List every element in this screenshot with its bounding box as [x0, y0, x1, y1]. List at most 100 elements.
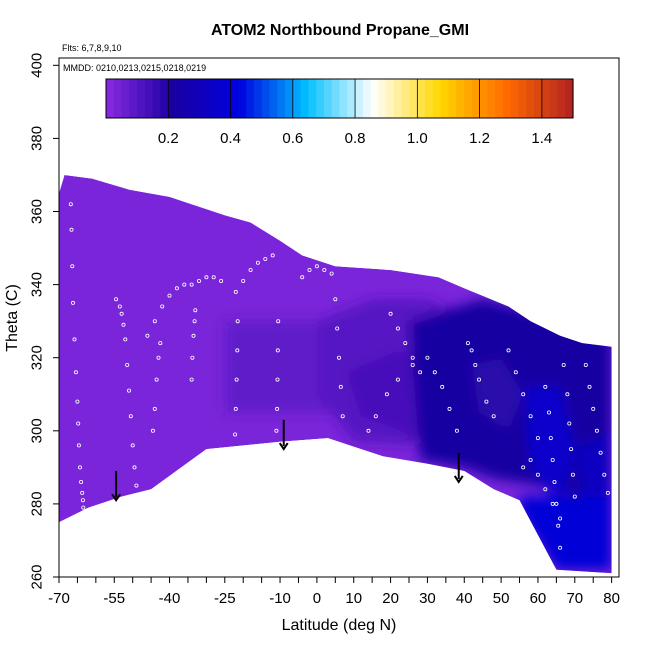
track-point: [114, 297, 119, 302]
track-point: [403, 341, 408, 346]
colorbar-segment: [440, 79, 450, 118]
track-point: [241, 278, 246, 283]
colorbar-segment: [199, 79, 208, 118]
track-point: [558, 545, 563, 550]
track-point: [248, 267, 253, 272]
track-point: [570, 472, 575, 477]
track-point: [550, 501, 555, 506]
x-tick-label: 10: [345, 590, 362, 607]
colorbar: 0.2 0.4 0.6 0.8 1.0 1.2 1.4: [105, 78, 574, 147]
colorbar-segment: [300, 79, 309, 118]
track-point: [174, 286, 179, 291]
colorbar-segment: [518, 79, 527, 118]
track-point: [119, 311, 124, 316]
track-point: [454, 428, 459, 433]
colorbar-segment: [362, 79, 372, 118]
track-point: [189, 377, 194, 382]
track-point: [307, 267, 312, 272]
track-point: [71, 300, 76, 305]
track-point: [506, 348, 511, 353]
track-point: [80, 498, 85, 503]
colorbar-segment: [269, 79, 278, 118]
track-point: [70, 264, 75, 269]
track-point: [548, 436, 553, 441]
x-tick-label: 50: [493, 590, 510, 607]
track-point: [274, 428, 279, 433]
track-point: [204, 275, 209, 280]
track-point: [528, 414, 533, 419]
x-tick-label: 80: [603, 590, 620, 607]
track-point: [167, 293, 172, 298]
track-point: [569, 447, 574, 452]
track-point: [366, 428, 371, 433]
colorbar-segment: [316, 79, 325, 118]
x-tick-label: 40: [456, 590, 473, 607]
track-point: [275, 406, 280, 411]
colorbar-segment: [160, 79, 169, 118]
colorbar-segment: [471, 79, 481, 118]
track-point: [145, 333, 150, 338]
track-point: [395, 377, 400, 382]
field-region: [224, 321, 336, 413]
colorbar-segment: [510, 79, 520, 118]
track-point: [235, 319, 240, 324]
track-point: [583, 362, 588, 367]
x-tick-label: -40: [159, 590, 181, 607]
track-point: [322, 267, 327, 272]
track-point: [591, 406, 596, 411]
colorbar-segment: [331, 79, 341, 118]
track-point: [521, 465, 526, 470]
colorbar-frame: [105, 78, 574, 119]
colorbar-segment: [347, 79, 356, 118]
heatmap-field: [59, 175, 612, 574]
track-point: [554, 501, 559, 506]
colorbar-segment: [534, 79, 543, 118]
colorbar-segment: [285, 79, 294, 118]
track-point: [235, 348, 240, 353]
y-tick-label: 300: [29, 418, 46, 443]
track-point: [535, 436, 540, 441]
track-point: [158, 341, 163, 346]
track-point: [528, 457, 533, 462]
colorbar-segment: [113, 79, 123, 118]
colorbar-segment: [502, 79, 512, 118]
x-tick-label: -70: [48, 590, 70, 607]
colorbar-segment: [378, 79, 387, 118]
colorbar-segment: [432, 79, 442, 118]
track-point: [594, 428, 599, 433]
track-point: [572, 494, 577, 499]
y-tick-label: 400: [29, 53, 46, 78]
track-point: [127, 388, 132, 393]
colorbar-segment: [370, 79, 380, 118]
track-point: [125, 362, 130, 367]
colorbar-segment: [214, 79, 224, 118]
track-point: [598, 450, 603, 455]
track-point: [190, 355, 195, 360]
track-point: [76, 443, 81, 448]
colorbar-segment: [106, 79, 115, 118]
track-point: [191, 333, 196, 338]
track-point: [233, 406, 238, 411]
colorbar-segment: [144, 79, 154, 118]
x-axis: -70 -55 -40 -25 -10 0 10 20 30 40 50 60 70 80: [48, 577, 620, 607]
track-point: [605, 490, 610, 495]
colorbar-tick-label: 0.8: [345, 130, 366, 147]
colorbar-tick-label: 1.4: [531, 130, 552, 147]
track-point: [535, 472, 540, 477]
y-tick-label: 260: [29, 564, 46, 589]
colorbar-segment: [168, 79, 177, 118]
chart-title: ATOM2 Northbound Propane_GMI: [211, 22, 469, 39]
track-point: [152, 319, 157, 324]
track-point: [117, 304, 122, 309]
colorbar-segment: [207, 79, 216, 118]
track-point: [561, 362, 566, 367]
track-point: [78, 465, 83, 470]
track-point: [263, 256, 268, 261]
colorbar-segment: [323, 79, 333, 118]
track-point: [68, 202, 73, 207]
colorbar-segment: [222, 79, 232, 118]
flight-tracks: [68, 202, 610, 550]
track-point: [491, 414, 496, 419]
y-tick-label: 380: [29, 126, 46, 151]
